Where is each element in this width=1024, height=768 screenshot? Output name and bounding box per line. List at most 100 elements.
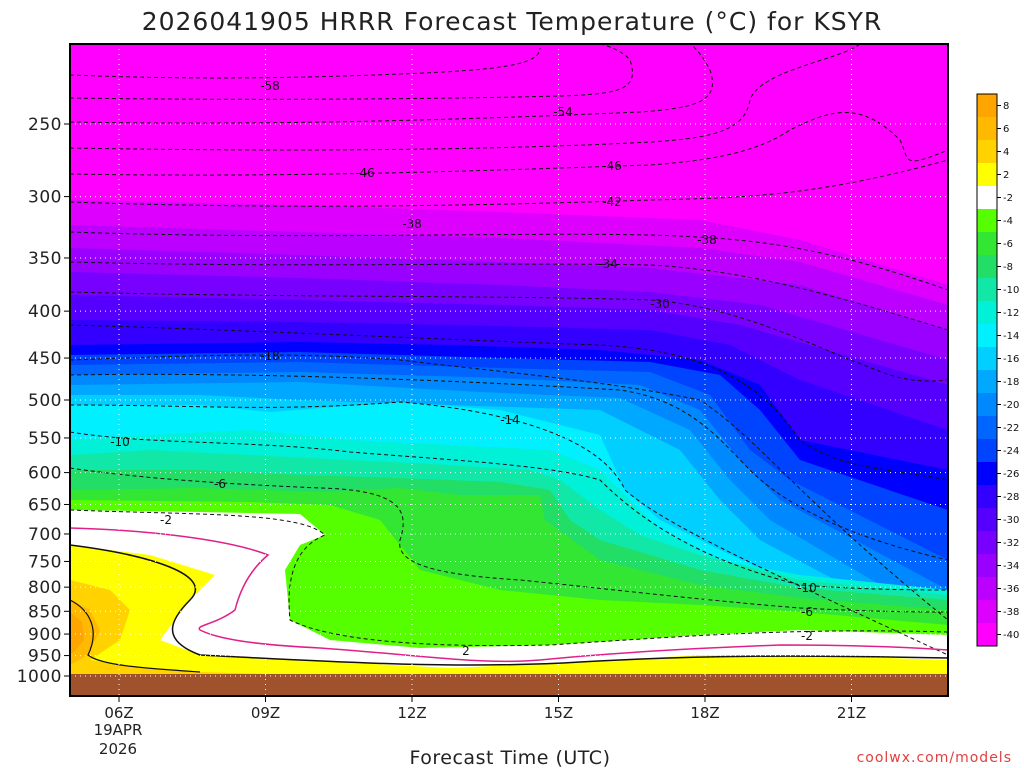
colorbar-label: -28 <box>1003 492 1019 503</box>
isotherm-minus-2 <box>70 509 948 647</box>
isotherm-minus-34 <box>70 261 948 331</box>
isotherm-plus-2-line <box>70 544 948 666</box>
contour-label: -42 <box>602 195 622 209</box>
colorbar-swatch <box>977 600 997 624</box>
y-tick-label: 350 <box>28 249 62 269</box>
y-tick-label: 400 <box>28 302 62 322</box>
colorbar-label: -16 <box>1003 354 1019 365</box>
colorbar-label: -18 <box>1003 377 1019 388</box>
colorbar-label: -38 <box>1003 607 1019 618</box>
grid-lines <box>70 44 948 696</box>
contour-labels: -58 -54 -46 -46 -42 -38 -38 -34 -30 -18 -14 -10 -10 -… <box>110 79 817 658</box>
colorbar-swatch <box>977 439 997 463</box>
colorbar-swatch <box>977 140 997 164</box>
colorbar-label: -22 <box>1003 423 1019 434</box>
isotherm-minus-54 <box>70 44 713 124</box>
colorbar-label: -32 <box>1003 538 1019 549</box>
contour-label: -34 <box>598 257 618 271</box>
contour-label: -54 <box>553 105 573 119</box>
contour-label: -10 <box>797 581 817 595</box>
colorbar-swatch <box>977 209 997 233</box>
colorbar-swatch <box>977 485 997 509</box>
isotherm-minus-18 <box>70 354 948 621</box>
colorbar-swatch <box>977 347 997 371</box>
isotherm-minus-14 <box>70 401 948 656</box>
x-axis-title: Forecast Time (UTC) <box>410 747 611 768</box>
contour-label: -18 <box>260 349 280 363</box>
chart-title: 2026041905 HRRR Forecast Temperature (°C… <box>142 7 883 36</box>
colorbar-label: -14 <box>1003 331 1019 342</box>
colorbar-swatch <box>977 370 997 394</box>
colorbar-swatch <box>977 324 997 348</box>
isotherm-minus-38 <box>70 231 948 291</box>
band-minus-2 <box>70 510 948 696</box>
x-date-line1: 19APR <box>94 721 143 739</box>
credit-text: coolwx.com/models <box>857 750 1012 766</box>
y-tick-label: 300 <box>28 188 62 208</box>
isotherm-minus-56 <box>70 44 633 100</box>
contour-label: -6 <box>801 605 813 619</box>
colorbar-swatch <box>977 393 997 417</box>
y-tick-label: 1000 <box>17 667 62 687</box>
isotherm-minus-46 <box>70 112 948 176</box>
contour-label: -6 <box>214 477 226 491</box>
colorbar-swatch <box>977 301 997 325</box>
colorbar-label: -26 <box>1003 469 1019 480</box>
y-tick-label: 450 <box>28 349 62 369</box>
x-tick-label: 12Z <box>397 704 426 722</box>
contour-label: -38 <box>402 217 422 231</box>
contour-label: -58 <box>260 79 280 93</box>
colorbar-label: -20 <box>1003 400 1019 411</box>
colorbar-swatch <box>977 278 997 302</box>
colorbar-label: -2 <box>1003 193 1013 204</box>
y-axis: 250 300 350 400 450 500 550 600 650 700 750 800 850 9… <box>17 115 70 687</box>
isotherm-zero-line <box>70 527 948 663</box>
y-tick-label: 900 <box>28 625 62 645</box>
colorbar-label: -6 <box>1003 239 1013 250</box>
colorbar-swatch <box>977 232 997 256</box>
colorbar-swatch <box>977 462 997 486</box>
colorbar-swatch <box>977 255 997 279</box>
contour-label: -46 <box>355 166 375 180</box>
contour-label: -46 <box>602 159 622 173</box>
freezing-lines <box>70 527 948 673</box>
colorbar-label: -36 <box>1003 584 1019 595</box>
colorbar-label: -40 <box>1003 630 1019 641</box>
colorbar-label: -24 <box>1003 446 1019 457</box>
y-tick-label: 500 <box>28 391 62 411</box>
colorbar-swatch <box>977 577 997 601</box>
plot-frame <box>69 43 949 697</box>
isotherm-minus-10 <box>70 431 948 591</box>
x-tick-label: 21Z <box>837 704 866 722</box>
isotherm-minus-42 <box>70 159 948 207</box>
colorbar-swatch <box>977 554 997 578</box>
isotherm-lines <box>70 44 948 656</box>
colorbar-swatch <box>977 163 997 187</box>
y-tick-label: 250 <box>28 115 62 135</box>
isotherm-minus-6 <box>70 467 948 613</box>
x-tick-label: 15Z <box>544 704 573 722</box>
y-tick-label: 850 <box>28 602 62 622</box>
y-tick-label: 750 <box>28 552 62 572</box>
contour-label: -30 <box>650 297 670 311</box>
isotherm-minus-22 <box>70 373 948 561</box>
contour-label: -2 <box>801 629 813 643</box>
ground-below-surface <box>70 674 948 696</box>
band-plus-8 <box>70 612 84 654</box>
y-tick-label: 550 <box>28 429 62 449</box>
contour-label: -38 <box>697 233 717 247</box>
x-axis: 06Z 09Z 12Z 15Z 18Z 21Z <box>104 696 866 722</box>
colorbar-label: -12 <box>1003 308 1019 319</box>
colorbar-swatch <box>977 623 997 647</box>
colorbar-label: 8 <box>1003 101 1009 112</box>
colorbar-label: -10 <box>1003 285 1019 296</box>
colorbar-label: 6 <box>1003 124 1009 135</box>
colorbar-swatch <box>977 416 997 440</box>
colorbar-frame <box>976 93 998 647</box>
isotherm-plus-4-line <box>70 599 201 673</box>
plot-area <box>70 44 948 696</box>
y-tick-label: 650 <box>28 495 62 515</box>
colorbar-swatch <box>977 531 997 555</box>
colorbar-swatch <box>977 186 997 210</box>
